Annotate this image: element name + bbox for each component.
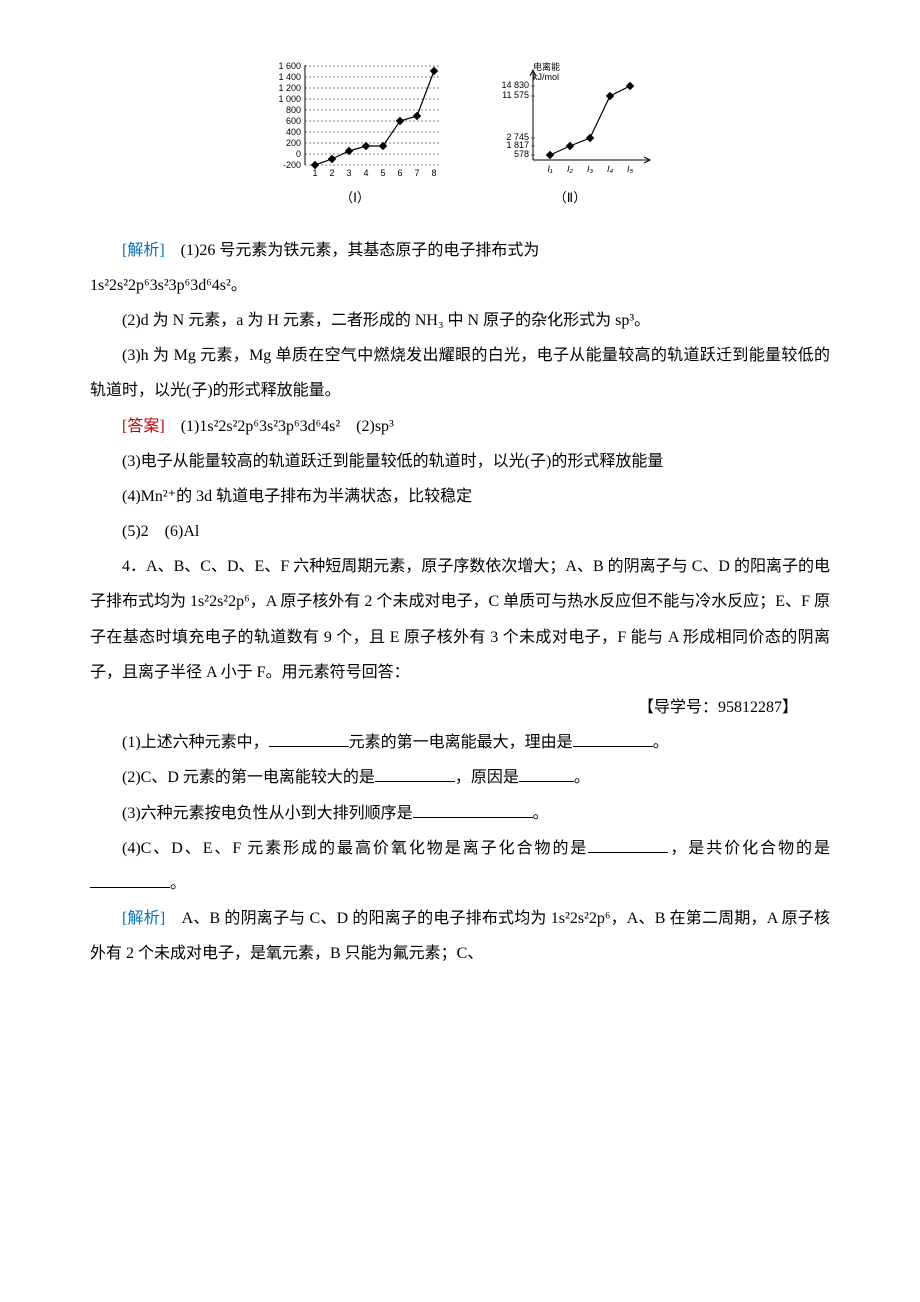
answer-1-text: (1)1s²2s²2p⁶3s²3p⁶3d⁶4s² (2)sp³ bbox=[181, 418, 394, 435]
svg-text:kJ/mol: kJ/mol bbox=[533, 72, 559, 82]
q4-4-a: (4)C、D、E、F 元素形成的最高价氧化物是离子化合物的是 bbox=[122, 840, 588, 857]
answer-line-5: (5)2 (6)Al bbox=[90, 514, 830, 549]
svg-text:1: 1 bbox=[312, 168, 317, 178]
svg-text:1 000: 1 000 bbox=[278, 94, 301, 104]
svg-text:800: 800 bbox=[286, 105, 301, 115]
q4-4-b: ，是共价化合物的是 bbox=[668, 840, 830, 857]
chart-2-caption: （Ⅱ） bbox=[554, 184, 586, 213]
question-4-intro: 4．A、B、C、D、E、F 六种短周期元素，原子序数依次增大；A、B 的阴离子与… bbox=[90, 549, 830, 690]
svg-text:I₄: I₄ bbox=[607, 164, 614, 174]
answer-line-1: [答案] (1)1s²2s²2p⁶3s²3p⁶3d⁶4s² (2)sp³ bbox=[90, 409, 830, 444]
chart-1-svg: -200 0 200 400 600 800 1 000 1 200 1 400… bbox=[265, 60, 445, 180]
analysis-p1: [解析] (1)26 号元素为铁元素，其基态原子的电子排布式为 bbox=[90, 233, 830, 268]
svg-text:1 200: 1 200 bbox=[278, 83, 301, 93]
q4-1-b: 元素的第一电离能最大，理由是 bbox=[349, 734, 573, 751]
analysis-p2: (2)d 为 N 元素，a 为 H 元素，二者形成的 NH₃ 中 N 原子的杂化… bbox=[90, 303, 830, 338]
svg-text:0: 0 bbox=[296, 149, 301, 159]
blank-q4-4-covalent bbox=[90, 871, 170, 888]
svg-text:400: 400 bbox=[286, 127, 301, 137]
chart-1-caption: （Ⅰ） bbox=[340, 184, 370, 213]
svg-text:14 830: 14 830 bbox=[501, 80, 529, 90]
svg-text:I₁: I₁ bbox=[547, 164, 553, 174]
charts-container: -200 0 200 400 600 800 1 000 1 200 1 400… bbox=[90, 60, 830, 213]
blank-q4-3-order bbox=[413, 801, 533, 818]
analysis-p3: (3)h 为 Mg 元素，Mg 单质在空气中燃烧发出耀眼的白光，电子从能量较高的… bbox=[90, 338, 830, 408]
q4-4-c: 。 bbox=[170, 875, 186, 892]
q4-2-b: ，原因是 bbox=[455, 769, 519, 786]
blank-q4-4-ionic bbox=[588, 836, 668, 853]
answer-line-3: (3)电子从能量较高的轨道跃迁到能量较低的轨道时，以光(子)的形式释放能量 bbox=[90, 444, 830, 479]
svg-text:I₂: I₂ bbox=[567, 164, 574, 174]
svg-text:8: 8 bbox=[431, 168, 436, 178]
analysis-2-text: A、B 的阴离子与 C、D 的阳离子的电子排布式均为 1s²2s²2p⁶，A、B… bbox=[90, 910, 830, 962]
q4-2-a: (2)C、D 元素的第一电离能较大的是 bbox=[122, 769, 375, 786]
q4-2-c: 。 bbox=[574, 769, 590, 786]
svg-text:1 600: 1 600 bbox=[278, 61, 301, 71]
study-code: 【导学号：95812287】 bbox=[90, 690, 830, 725]
svg-text:11 575: 11 575 bbox=[502, 90, 529, 100]
svg-text:200: 200 bbox=[286, 138, 301, 148]
q4-1-c: 。 bbox=[653, 734, 669, 751]
svg-text:6: 6 bbox=[397, 168, 402, 178]
svg-text:4: 4 bbox=[363, 168, 368, 178]
svg-text:2: 2 bbox=[329, 168, 334, 178]
chart-2-box: 电离能 kJ/mol 578 1 817 2 745 11 575 14 830 bbox=[485, 60, 655, 213]
question-4-2: (2)C、D 元素的第一电离能较大的是 ，原因是 。 bbox=[90, 760, 830, 795]
chart-1-box: -200 0 200 400 600 800 1 000 1 200 1 400… bbox=[265, 60, 445, 213]
svg-text:I₃: I₃ bbox=[587, 164, 594, 174]
question-4-4: (4)C、D、E、F 元素形成的最高价氧化物是离子化合物的是 ，是共价化合物的是。 bbox=[90, 831, 830, 901]
answer-label: [答案] bbox=[122, 418, 165, 435]
blank-q4-2-element bbox=[375, 765, 455, 782]
svg-text:1 400: 1 400 bbox=[278, 72, 301, 82]
q4-3-a: (3)六种元素按电负性从小到大排列顺序是 bbox=[122, 805, 413, 822]
svg-text:电离能: 电离能 bbox=[533, 61, 560, 72]
analysis-label: [解析] bbox=[122, 242, 165, 259]
q4-3-b: 。 bbox=[533, 805, 549, 822]
answer-line-4: (4)Mn²⁺的 3d 轨道电子排布为半满状态，比较稳定 bbox=[90, 479, 830, 514]
svg-text:-200: -200 bbox=[283, 160, 301, 170]
blank-q4-1-element bbox=[269, 730, 349, 747]
blank-q4-1-reason bbox=[573, 730, 653, 747]
svg-text:2 745: 2 745 bbox=[506, 132, 529, 142]
blank-q4-2-reason bbox=[519, 765, 574, 782]
svg-text:600: 600 bbox=[286, 116, 301, 126]
svg-text:578: 578 bbox=[514, 149, 529, 159]
analysis-p1-text: (1)26 号元素为铁元素，其基态原子的电子排布式为 bbox=[165, 242, 540, 259]
analysis-p1-formula: 1s²2s²2p⁶3s²3p⁶3d⁶4s²。 bbox=[90, 268, 830, 303]
svg-text:7: 7 bbox=[414, 168, 419, 178]
question-4-3: (3)六种元素按电负性从小到大排列顺序是 。 bbox=[90, 796, 830, 831]
chart-2-svg: 电离能 kJ/mol 578 1 817 2 745 11 575 14 830 bbox=[485, 60, 655, 180]
svg-text:5: 5 bbox=[380, 168, 385, 178]
analysis-2-label: [解析] bbox=[122, 910, 165, 927]
question-4-1: (1)上述六种元素中， 元素的第一电离能最大，理由是 。 bbox=[90, 725, 830, 760]
svg-text:I₅: I₅ bbox=[627, 164, 634, 174]
analysis-2: [解析] A、B 的阴离子与 C、D 的阳离子的电子排布式均为 1s²2s²2p… bbox=[90, 901, 830, 971]
svg-text:3: 3 bbox=[346, 168, 351, 178]
q4-1-a: (1)上述六种元素中， bbox=[122, 734, 269, 751]
